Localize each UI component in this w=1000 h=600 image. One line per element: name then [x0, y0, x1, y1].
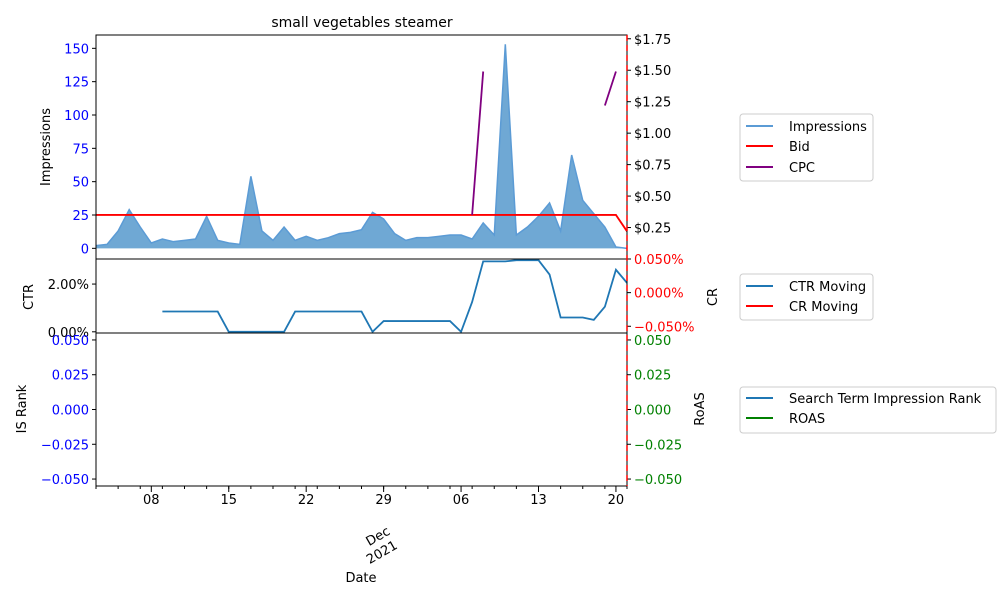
- legend-box: [739, 273, 874, 321]
- legend-box: [739, 113, 874, 182]
- y2-tick-label: 0.000: [634, 404, 671, 419]
- is-rank-axes-frame: [95, 332, 628, 487]
- ctr-y-ticks: 0.00% 2.00%: [48, 278, 96, 341]
- y-tick-label: 75: [72, 142, 89, 157]
- y-tick-label: 0.00%: [48, 326, 89, 341]
- chart-title: small vegetables steamer: [271, 15, 453, 31]
- legend-label: ROAS: [789, 412, 825, 427]
- y-tick-label: 50: [72, 176, 89, 191]
- x-tick-label: 15: [220, 493, 237, 508]
- cpc-line-segment: [604, 71, 617, 106]
- y2-tick-label: $0.75: [634, 159, 671, 174]
- is-rank-panel: −0.050 −0.025 0.000 0.025 0.050 −0.050 −0.025…: [15, 332, 708, 586]
- y2-tick-label: $0.50: [634, 190, 671, 205]
- legend-label: Search Term Impression Rank: [789, 392, 982, 407]
- impressions-y-label: Impressions: [39, 108, 54, 186]
- is-rank-y-label: IS Rank: [15, 384, 30, 433]
- legend-label: CTR Moving: [789, 280, 866, 295]
- legend-ctr: CTR Moving CR Moving: [739, 273, 874, 321]
- cr-y2-label: CR: [706, 288, 721, 306]
- x-tick-label: 29: [375, 493, 392, 508]
- y2-tick-label: 0.025: [634, 369, 671, 384]
- legend-is-rank: Search Term Impression Rank ROAS: [739, 386, 997, 434]
- x-tick-label: 13: [530, 493, 547, 508]
- x-axis-label: Date: [345, 571, 376, 586]
- impressions-area: [96, 44, 627, 249]
- impressions-area-layer: [95, 44, 628, 250]
- legend-label: CPC: [789, 161, 815, 176]
- ctr-panel: 0.00% 2.00% −0.050% 0.000% 0.050% CTR CR: [22, 253, 721, 341]
- ctr-axes-frame: [95, 258, 628, 334]
- cpc-y2-ticks: $0.25 $0.50 $0.75 $1.00 $1.25 $1.50 $1.75: [627, 33, 671, 237]
- is-rank-y-ticks: −0.050 −0.025 0.000 0.025 0.050: [41, 334, 96, 488]
- bid-line: [96, 214, 628, 232]
- y2-tick-label: 0.000%: [634, 287, 684, 302]
- ctr-y-label: CTR: [22, 284, 37, 310]
- y2-tick-label: $1.00: [634, 127, 671, 142]
- y2-tick-label: $1.75: [634, 33, 671, 48]
- x-tick-label: 20: [608, 493, 625, 508]
- x-tick-label: 08: [143, 493, 160, 508]
- legend-impressions: Impressions Bid CPC: [739, 113, 874, 182]
- y2-tick-label: 0.050%: [634, 253, 684, 268]
- y2-tick-label: −0.050: [634, 473, 682, 488]
- y-tick-label: 0.050: [52, 334, 89, 349]
- y-tick-label: 0: [81, 242, 89, 257]
- y2-tick-label: −0.025: [634, 438, 682, 453]
- legend-box: [739, 386, 997, 434]
- y-tick-label: 125: [64, 76, 89, 91]
- impressions-line: [95, 44, 628, 250]
- y-tick-label: −0.025: [41, 438, 89, 453]
- y2-tick-label: $0.25: [634, 222, 671, 237]
- impressions-y-ticks: 0 25 50 75 100 125 150: [64, 42, 96, 257]
- y2-tick-label: $1.50: [634, 64, 671, 79]
- x-tick-label: 22: [298, 493, 315, 508]
- y2-tick-label: 0.050: [634, 334, 671, 349]
- cpc-line-layer: [471, 71, 617, 216]
- y-tick-label: 100: [64, 109, 89, 124]
- impressions-panel: 0 25 50 75 100 125 150 $0.25 $0.50 $0.75 $1.00 $1.…: [39, 33, 671, 260]
- cpc-line-segment: [471, 71, 485, 216]
- y-tick-label: 0.000: [52, 404, 89, 419]
- legend-label: CR Moving: [789, 300, 858, 315]
- x-tick-label: 06: [453, 493, 470, 508]
- bid-line-layer: [96, 214, 628, 232]
- legend-label: Bid: [789, 140, 810, 155]
- y-tick-label: −0.050: [41, 473, 89, 488]
- y2-tick-label: $1.25: [634, 96, 671, 111]
- ctr-line-layer: [162, 259, 628, 334]
- y2-tick-label: −0.050%: [634, 320, 694, 335]
- y-tick-label: 0.025: [52, 369, 89, 384]
- y-tick-label: 2.00%: [48, 278, 89, 293]
- legend-label: Impressions: [789, 120, 867, 135]
- ctr-moving-line: [162, 259, 628, 334]
- roas-y2-ticks: −0.050 −0.025 0.000 0.025 0.050: [627, 334, 682, 488]
- y-tick-label: 150: [64, 42, 89, 57]
- date-x-ticks: 08 15 22 29 06 13 20: [95, 486, 628, 508]
- cr-y2-ticks: −0.050% 0.000% 0.050%: [627, 253, 694, 335]
- roas-y2-label: RoAS: [693, 392, 708, 426]
- y-tick-label: 25: [72, 209, 89, 224]
